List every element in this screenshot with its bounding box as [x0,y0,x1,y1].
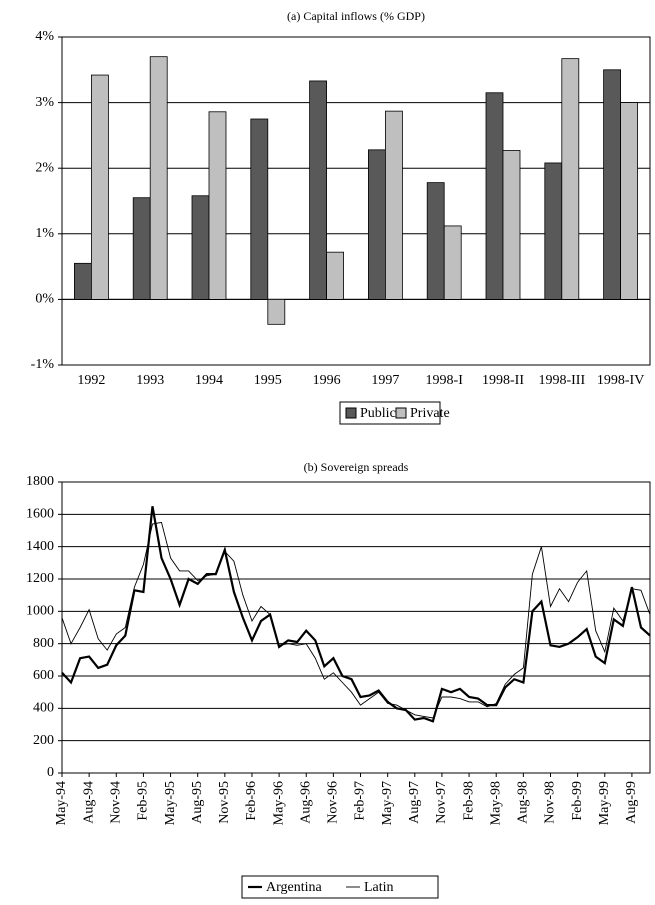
x-tick-label: Aug-97 [407,781,422,824]
bar [309,80,328,300]
plot-frame [61,36,651,366]
bar [502,150,521,300]
y-tick-label: 600 [33,668,54,683]
bar [544,162,563,300]
x-tick-label: Aug-95 [190,781,205,824]
bar [367,149,386,300]
x-tick-label: May-94 [54,781,69,825]
y-tick-label: -1% [31,357,55,372]
x-tick-label: Feb-97 [353,781,368,821]
x-tick-label: Nov-97 [434,781,449,824]
x-tick-label: Aug-99 [624,781,639,824]
x-tick-label: May-96 [271,781,286,825]
bar [620,102,638,300]
legend-label: Public [360,406,396,421]
x-tick-label: 1993 [136,373,164,388]
bar [91,74,109,300]
x-tick-label: 1996 [313,373,341,388]
bar [74,262,92,300]
x-tick-label: May-95 [163,781,178,825]
x-tick-label: Nov-95 [217,781,232,824]
y-tick-label: 1200 [26,571,54,586]
x-tick-label: May-99 [597,781,612,825]
y-tick-label: 1800 [26,474,54,489]
bar [132,197,151,300]
x-tick-label: Feb-95 [136,781,151,821]
bar [485,92,504,300]
x-tick-label: 1994 [195,373,223,388]
bar [561,58,580,300]
x-tick-label: 1995 [254,373,282,388]
legend-label: Private [410,406,450,421]
y-tick-label: 1400 [26,539,54,554]
legend-box [339,401,441,425]
legend-label: Latin [364,880,394,895]
x-tick-label: Feb-99 [570,781,585,821]
x-tick-label: May-97 [380,781,395,825]
x-tick-label: Feb-96 [244,781,259,821]
chart-title: (a) Capital inflows (% GDP) [287,9,425,23]
y-tick-label: 4% [35,29,54,44]
legend-label: Argentina [266,880,323,895]
y-tick-label: 1600 [26,507,54,522]
y-tick-label: 1% [35,226,54,241]
plot-frame [61,481,651,774]
x-tick-label: Aug-96 [298,781,313,824]
y-tick-label: 800 [33,636,54,651]
x-tick-label: 1998-IV [597,373,644,388]
x-tick-label: Aug-98 [516,781,531,824]
y-tick-label: 200 [33,733,54,748]
bar [191,195,210,300]
x-tick-label: 1992 [77,373,105,388]
bar [326,251,345,300]
y-tick-label: 3% [35,95,54,110]
x-tick-label: Feb-98 [461,781,476,821]
bar [208,111,227,300]
x-tick-label: 1998-I [426,373,464,388]
line-series [61,506,651,723]
x-tick-label: 1998-III [538,373,585,388]
x-tick-label: Nov-96 [326,781,341,824]
x-tick-label: Nov-98 [543,781,558,824]
bar [603,69,621,300]
x-tick-label: 1997 [371,373,399,388]
legend-swatch [345,407,357,419]
y-tick-label: 1000 [26,604,54,619]
x-tick-label: Aug-94 [81,781,96,824]
legend-box [241,875,439,899]
bar [250,118,269,300]
bar [384,110,403,300]
bar [267,298,286,325]
y-tick-label: 400 [33,701,54,716]
legend-swatch [395,407,407,419]
bar [426,182,445,300]
y-tick-label: 0 [47,765,54,780]
y-tick-label: 2% [35,160,54,175]
bar [443,225,462,300]
x-tick-label: 1998-II [482,373,524,388]
line-series [61,521,651,719]
bar [149,56,168,300]
y-tick-label: 0% [35,292,54,307]
x-tick-label: Nov-94 [108,781,123,824]
chart-title: (b) Sovereign spreads [304,460,409,474]
x-tick-label: May-98 [488,781,503,825]
